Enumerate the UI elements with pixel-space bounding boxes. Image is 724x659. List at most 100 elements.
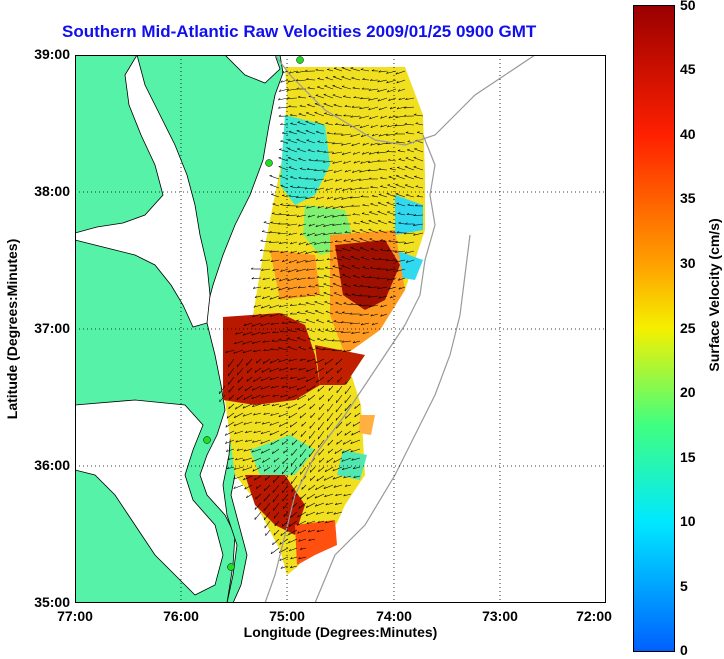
velocity-arrow: [272, 268, 280, 272]
velocity-arrow: [314, 178, 325, 181]
velocity-arrow-head: [359, 186, 362, 189]
velocity-arrow-head: [309, 469, 311, 473]
velocity-arrow-head: [332, 84, 336, 86]
velocity-arrow: [291, 475, 298, 484]
velocity-arrow: [297, 250, 307, 255]
velocity-arrow: [370, 248, 379, 252]
velocity-arrow: [378, 106, 388, 111]
velocity-arrow: [341, 76, 352, 81]
velocity-arrow: [236, 394, 244, 401]
velocity-arrow-head: [328, 450, 330, 454]
velocity-arrow: [341, 265, 352, 270]
velocity-arrow: [345, 293, 352, 297]
velocity-arrow: [242, 457, 253, 462]
velocity-arrow: [317, 329, 325, 333]
velocity-arrow-head: [287, 156, 291, 158]
velocity-arrow: [261, 448, 271, 454]
velocity-arrow-head: [296, 129, 300, 131]
velocity-arrow: [315, 131, 325, 135]
velocity-arrow-head: [378, 107, 381, 111]
velocity-arrow: [279, 149, 289, 153]
velocity-arrow-head: [260, 258, 263, 261]
velocity-arrow: [237, 376, 244, 383]
velocity-arrow-head: [254, 370, 257, 373]
velocity-arrow: [332, 94, 343, 99]
velocity-arrow: [395, 250, 406, 253]
velocity-arrow: [314, 241, 325, 245]
velocity-arrow: [256, 484, 262, 490]
velocity-arrow: [297, 511, 307, 518]
velocity-arrow: [360, 221, 370, 225]
velocity-arrow: [280, 529, 289, 537]
velocity-arrow: [398, 222, 406, 225]
velocity-arrow-head: [280, 269, 283, 272]
velocity-arrow: [265, 529, 271, 536]
velocity-arrow: [319, 403, 325, 410]
velocity-arrow-head: [386, 150, 390, 152]
velocity-arrow-head: [343, 95, 346, 97]
x-tick-label: 76:00: [163, 608, 199, 624]
velocity-arrow-head: [282, 524, 284, 527]
velocity-arrow-head: [327, 320, 330, 322]
colorbar-tick: 15: [680, 449, 696, 465]
velocity-arrow-head: [317, 77, 320, 79]
velocity-arrow-head: [350, 302, 353, 305]
velocity-arrow-head: [278, 288, 281, 291]
velocity-arrow: [351, 294, 361, 297]
velocity-arrow-head: [359, 116, 362, 119]
velocity-arrow-head: [229, 397, 231, 400]
velocity-arrow: [378, 133, 388, 137]
velocity-arrow: [324, 178, 334, 182]
velocity-arrow-head: [413, 223, 416, 226]
velocity-arrow-head: [405, 131, 409, 133]
velocity-arrow-head: [314, 102, 318, 104]
velocity-arrow: [326, 421, 334, 431]
velocity-arrow-head: [415, 139, 419, 141]
velocity-arrow: [296, 328, 307, 333]
velocity-arrow-head: [341, 467, 345, 470]
velocity-arrow-head: [306, 359, 310, 362]
velocity-arrow-head: [314, 121, 318, 123]
velocity-arrow: [370, 186, 379, 189]
velocity-arrow: [290, 466, 298, 476]
velocity-arrow-head: [361, 212, 365, 214]
velocity-arrow: [296, 205, 307, 208]
velocity-arrow-head: [299, 358, 303, 361]
velocity-arrow-head: [388, 220, 391, 223]
velocity-arrow-head: [305, 196, 308, 200]
velocity-arrow-head: [268, 240, 272, 243]
velocity-arrow-head: [354, 414, 356, 418]
velocity-arrow-head: [305, 301, 309, 304]
velocity-arrow: [350, 133, 361, 137]
velocity-arrow: [316, 475, 325, 482]
velocity-arrow: [306, 493, 316, 500]
velocity-arrow: [327, 196, 334, 200]
velocity-arrow-head: [296, 70, 299, 73]
velocity-arrow-head: [378, 229, 382, 231]
velocity-arrow-head: [413, 113, 417, 116]
velocity-arrow-head: [298, 346, 302, 348]
velocity-arrow-head: [371, 194, 375, 197]
velocity-arrow-head: [388, 239, 391, 242]
velocity-arrow: [279, 367, 289, 371]
velocity-arrow-head: [271, 278, 275, 281]
velocity-arrow-head: [316, 478, 319, 482]
velocity-arrow-head: [243, 323, 246, 326]
velocity-arrow: [378, 295, 388, 299]
chesapeake-bay: [75, 55, 211, 328]
velocity-arrow-head: [332, 223, 335, 226]
x-tick-label: 77:00: [57, 608, 93, 624]
velocity-arrow: [300, 439, 307, 448]
velocity-arrow-head: [405, 222, 408, 225]
velocity-arrow-head: [323, 93, 327, 95]
velocity-arrow: [299, 358, 307, 361]
velocity-arrow-head: [279, 148, 282, 150]
velocity-arrow: [270, 286, 280, 291]
velocity-arrow: [280, 140, 289, 144]
velocity-arrow-head: [369, 238, 372, 240]
velocity-arrow: [342, 248, 352, 252]
velocity-arrow-head: [378, 257, 381, 260]
velocity-arrow-head: [315, 159, 318, 162]
velocity-arrow: [406, 259, 415, 263]
velocity-arrow: [324, 466, 334, 473]
